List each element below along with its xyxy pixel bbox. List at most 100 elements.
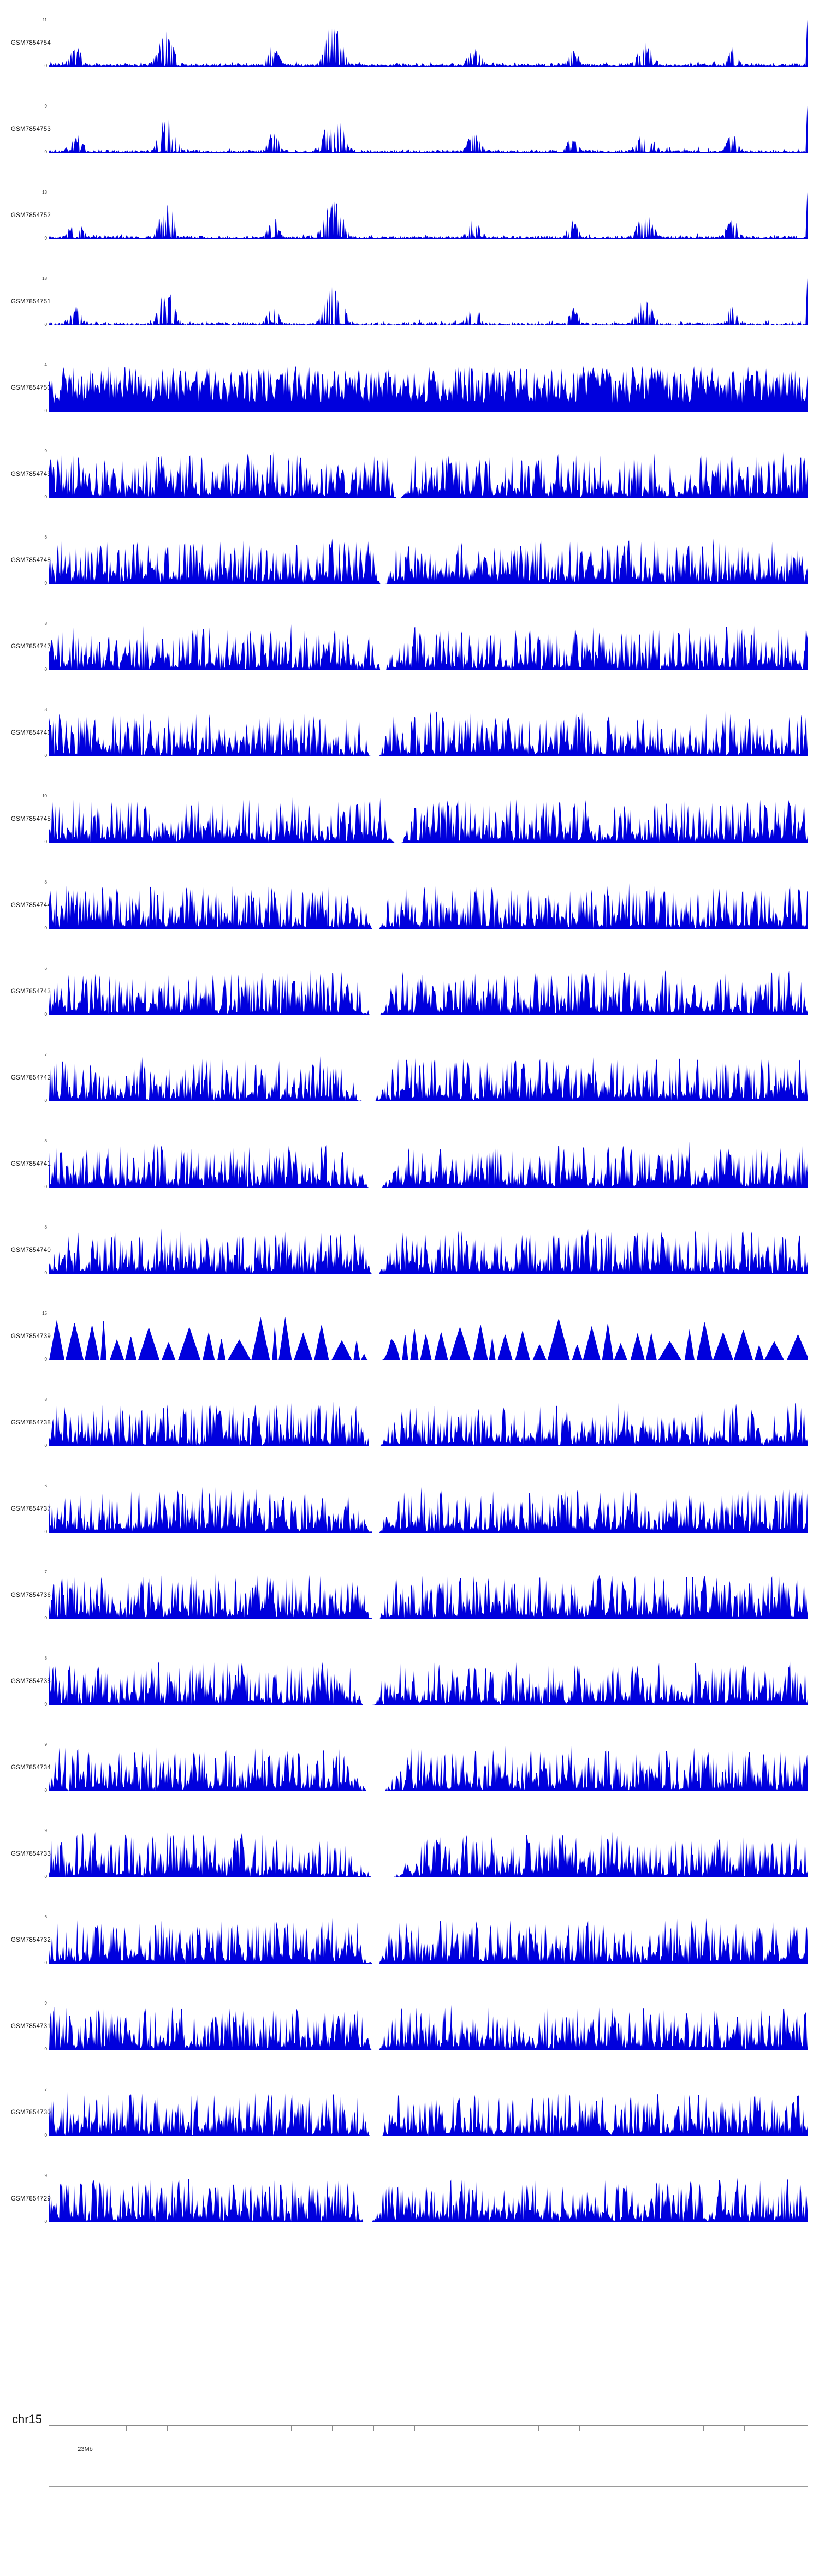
track-ymin-label: 0 <box>44 1960 47 1965</box>
track-signal <box>49 1316 808 1360</box>
track-label: GSM7854732 <box>11 1937 51 1943</box>
track-signal <box>49 1831 808 1877</box>
track-signal <box>49 969 808 1015</box>
track-label: GSM7854733 <box>11 1851 51 1857</box>
track-ymax-label: 8 <box>44 621 47 626</box>
ruler-tick <box>167 2426 168 2431</box>
ruler-tick <box>703 2426 704 2431</box>
track-label: GSM7854753 <box>11 126 51 133</box>
track-ymax-label: 7 <box>44 2087 47 2092</box>
track-ymin-label: 0 <box>44 1271 47 1275</box>
track-label: GSM7854731 <box>11 2023 51 2030</box>
track-ymin-label: 0 <box>44 63 47 68</box>
track-row: GSM7854747 8 0 <box>0 621 819 709</box>
track-ymax-label: 9 <box>44 2173 47 2178</box>
track-label: GSM7854740 <box>11 1247 51 1254</box>
track-ymax-label: 8 <box>44 1656 47 1661</box>
track-signal <box>49 1745 808 1791</box>
ruler-ticks <box>49 2426 808 2432</box>
track-signal <box>49 1402 808 1446</box>
track-row: GSM7854735 8 0 <box>0 1656 819 1744</box>
track-ymin-label: 0 <box>44 236 47 241</box>
track-ymin-label: 0 <box>44 1788 47 1793</box>
track-label: GSM7854737 <box>11 1506 51 1512</box>
track-ymin-label: 0 <box>44 1357 47 1362</box>
track-ymin-label: 0 <box>44 839 47 844</box>
track-row: GSM7854748 6 0 <box>0 535 819 623</box>
ruler-tick <box>373 2426 374 2431</box>
chromosome-label: chr15 <box>12 2412 43 2426</box>
track-signal <box>49 451 808 498</box>
track-signal <box>49 1141 808 1188</box>
track-row: GSM7854754 11 0 <box>0 17 819 106</box>
track-row: GSM7854745 10 0 <box>0 794 819 882</box>
track-ymax-label: 8 <box>44 1397 47 1402</box>
ruler-tick <box>290 2426 292 2431</box>
track-ymin-label: 0 <box>44 408 47 413</box>
track-ymax-label: 10 <box>42 794 47 798</box>
track-signal <box>49 2177 808 2222</box>
track-ymin-label: 0 <box>44 581 47 586</box>
track-label: GSM7854746 <box>11 730 51 736</box>
track-label: GSM7854743 <box>11 988 51 995</box>
track-ymax-label: 9 <box>44 2001 47 2006</box>
track-label: GSM7854741 <box>11 1161 51 1167</box>
track-ymax-label: 9 <box>44 1742 47 1747</box>
track-label: GSM7854735 <box>11 1678 51 1685</box>
track-row: GSM7854744 8 0 <box>0 880 819 968</box>
track-row: GSM7854750 4 0 <box>0 362 819 451</box>
track-signal <box>49 1918 808 1964</box>
track-row: GSM7854740 8 0 <box>0 1225 819 1313</box>
track-label: GSM7854747 <box>11 643 51 650</box>
track-ymax-label: 6 <box>44 1915 47 1919</box>
track-ymin-label: 0 <box>44 1098 47 1103</box>
track-signal <box>49 1487 808 1533</box>
track-label: GSM7854739 <box>11 1333 51 1340</box>
track-signal <box>49 882 808 929</box>
ruler-axis-line <box>49 2425 808 2426</box>
track-label: GSM7854754 <box>11 40 51 46</box>
track-row: GSM7854743 6 0 <box>0 966 819 1054</box>
track-ymin-label: 0 <box>44 322 47 327</box>
track-ymin-label: 0 <box>44 926 47 931</box>
track-ymax-label: 13 <box>42 190 47 195</box>
track-ymin-label: 0 <box>44 1529 47 1534</box>
ruler-tick <box>744 2426 745 2431</box>
track-ymax-label: 8 <box>44 880 47 885</box>
track-ymin-label: 0 <box>44 667 47 672</box>
track-ymax-label: 7 <box>44 1570 47 1575</box>
chromosome-ruler: chr15 23Mb <box>0 2401 819 2576</box>
track-label: GSM7854736 <box>11 1592 51 1599</box>
track-ymax-label: 7 <box>44 1052 47 1057</box>
ruler-tick <box>538 2426 539 2431</box>
track-row: GSM7854738 8 0 <box>0 1397 819 1486</box>
track-ymin-label: 0 <box>44 150 47 154</box>
track-signal <box>49 2092 808 2136</box>
track-row: GSM7854752 13 0 <box>0 190 819 278</box>
track-ymax-label: 8 <box>44 1225 47 1230</box>
track-ymax-label: 6 <box>44 1483 47 1488</box>
track-row: GSM7854733 9 0 <box>0 1828 819 1917</box>
track-signal <box>49 1228 808 1274</box>
track-row: GSM7854741 8 0 <box>0 1138 819 1227</box>
track-signal <box>49 1573 808 1619</box>
track-row: GSM7854753 9 0 <box>0 104 819 192</box>
track-signal <box>49 2003 808 2050</box>
track-row: GSM7854746 8 0 <box>0 707 819 796</box>
track-label: GSM7854745 <box>11 816 51 822</box>
track-signal <box>49 1056 808 1101</box>
track-ymin-label: 0 <box>44 1702 47 1707</box>
ruler-tick <box>414 2426 415 2431</box>
track-row: GSM7854736 7 0 <box>0 1570 819 1658</box>
track-row: GSM7854737 6 0 <box>0 1483 819 1572</box>
track-row: GSM7854732 6 0 <box>0 1915 819 2003</box>
track-ymax-label: 9 <box>44 104 47 109</box>
track-ymax-label: 6 <box>44 966 47 971</box>
ruler-tick <box>579 2426 580 2431</box>
track-label: GSM7854730 <box>11 2109 51 2116</box>
track-ymin-label: 0 <box>44 753 47 758</box>
ruler-tick-label: 23Mb <box>78 2446 93 2453</box>
track-row: GSM7854734 9 0 <box>0 1742 819 1830</box>
track-ymax-label: 18 <box>42 276 47 281</box>
